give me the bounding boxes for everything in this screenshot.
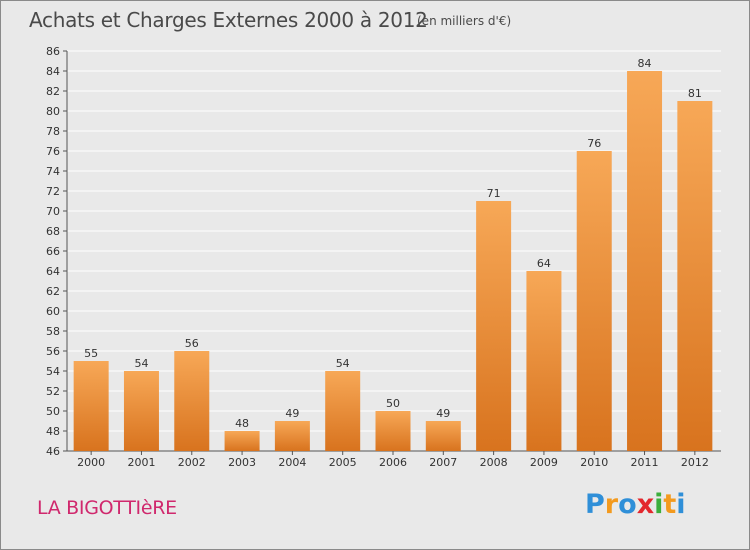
y-tick-label: 84 — [46, 65, 60, 78]
y-tick-label: 68 — [46, 225, 60, 238]
y-tick-label: 66 — [46, 245, 60, 258]
chart-title: Achats et Charges Externes 2000 à 2012 — [29, 8, 428, 32]
data-label-2010: 76 — [587, 137, 601, 150]
axes — [63, 50, 721, 455]
bars — [73, 71, 713, 451]
x-tick-label-2011: 2011 — [631, 456, 659, 469]
data-label-2011: 84 — [638, 57, 652, 70]
bar-2003 — [224, 431, 260, 451]
y-tick-labels: 46 48 50 52 54 56 58 60 62 64 66 68 70 72 74 76 78 80 82 84… — [46, 45, 60, 458]
data-label-2000: 55 — [84, 347, 98, 360]
logo-letter: x — [636, 489, 655, 520]
data-label-2001: 54 — [134, 357, 148, 370]
y-tick-label: 60 — [46, 305, 60, 318]
bar-2001 — [123, 371, 159, 451]
bar-2002 — [174, 351, 210, 451]
x-tick-labels: 2000 2001 2002 2003 2004 2005 2006 2007 2008 2009… — [77, 456, 709, 469]
bar-2000 — [73, 361, 109, 451]
bar-2007 — [425, 421, 461, 451]
x-tick-label-2010: 2010 — [580, 456, 608, 469]
bar-2004 — [274, 421, 310, 451]
y-tick-label: 56 — [46, 345, 60, 358]
y-tick-label: 52 — [46, 385, 60, 398]
gridlines — [67, 50, 721, 452]
y-tick-label: 82 — [46, 85, 60, 98]
bar-2011 — [627, 71, 663, 451]
y-tick-label: 48 — [46, 425, 60, 438]
y-tick-label: 58 — [46, 325, 60, 338]
bar-2012 — [677, 101, 713, 451]
x-tick-label-2006: 2006 — [379, 456, 407, 469]
y-tick-label: 78 — [46, 125, 60, 138]
x-tick-label-2012: 2012 — [681, 456, 709, 469]
bar-2008 — [476, 201, 512, 451]
x-tick-label-2009: 2009 — [530, 456, 558, 469]
data-label-2002: 56 — [185, 337, 199, 350]
data-label-2008: 71 — [487, 187, 501, 200]
y-tick-label: 80 — [46, 105, 60, 118]
data-label-2007: 49 — [436, 407, 450, 420]
logo-letter: t — [663, 489, 677, 520]
x-tick-label-2007: 2007 — [429, 456, 457, 469]
data-label-2006: 50 — [386, 397, 400, 410]
x-tick-label-2008: 2008 — [480, 456, 508, 469]
data-label-2004: 49 — [285, 407, 299, 420]
bar-2009 — [526, 271, 562, 451]
data-label-2012: 81 — [688, 87, 702, 100]
x-tick-label-2005: 2005 — [329, 456, 357, 469]
x-tick-label-2003: 2003 — [228, 456, 256, 469]
logo-letter: r — [604, 489, 619, 520]
x-tick-label-2002: 2002 — [178, 456, 206, 469]
y-tick-label: 50 — [46, 405, 60, 418]
bar-2005 — [325, 371, 361, 451]
logo-letter: o — [618, 489, 637, 520]
y-tick-label: 46 — [46, 445, 60, 458]
logo-letter: i — [676, 489, 686, 520]
proxiti-logo[interactable]: Proxiti — [585, 489, 686, 520]
y-tick-label: 74 — [46, 165, 60, 178]
bar-2010 — [576, 151, 612, 451]
y-tick-label: 64 — [46, 265, 60, 278]
data-labels: 55 54 56 48 49 54 50 49 71 64 76 84 81 — [84, 57, 702, 430]
data-label-2003: 48 — [235, 417, 249, 430]
data-label-2005: 54 — [336, 357, 350, 370]
y-tick-label: 72 — [46, 185, 60, 198]
y-tick-label: 62 — [46, 285, 60, 298]
y-tick-label: 76 — [46, 145, 60, 158]
x-tick-label-2004: 2004 — [278, 456, 306, 469]
chart-subtitle: (en milliers d'€) — [417, 14, 512, 28]
y-tick-label: 70 — [46, 205, 60, 218]
data-label-2009: 64 — [537, 257, 551, 270]
logo-letter: P — [585, 489, 605, 520]
logo-letter: i — [654, 489, 664, 520]
y-tick-label: 54 — [46, 365, 60, 378]
place-name: LA BIGOTTIèRE — [37, 497, 177, 519]
x-tick-label-2000: 2000 — [77, 456, 105, 469]
x-tick-label-2001: 2001 — [127, 456, 155, 469]
y-tick-label: 86 — [46, 45, 60, 58]
bar-2006 — [375, 411, 411, 451]
